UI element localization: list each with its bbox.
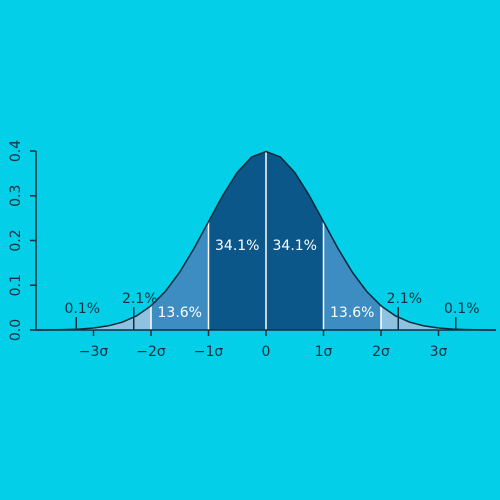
y-tick-label: 0.3 xyxy=(8,185,24,207)
region-label: 13.6% xyxy=(330,305,374,321)
y-tick-label: 0.0 xyxy=(8,319,24,341)
region-label: 0.1% xyxy=(64,301,100,317)
y-tick-label: 0.1 xyxy=(8,274,24,296)
region-label: 13.6% xyxy=(158,305,202,321)
x-tick-label: 3σ xyxy=(430,344,448,360)
region-label: 2.1% xyxy=(122,291,158,307)
x-tick-label: −2σ xyxy=(136,344,166,360)
x-tick-label: 0 xyxy=(262,344,271,360)
x-tick-label: −1σ xyxy=(194,344,224,360)
density-curve xyxy=(35,150,497,331)
x-tick-label: 1σ xyxy=(315,344,333,360)
region-label: 34.1% xyxy=(215,238,259,254)
region-label: 2.1% xyxy=(386,291,422,307)
x-tick-label: −3σ xyxy=(79,344,109,360)
region xyxy=(93,305,151,330)
region-label: 34.1% xyxy=(273,238,317,254)
region-label: 0.1% xyxy=(444,301,480,317)
y-tick-label: 0.2 xyxy=(8,229,24,251)
x-tick-label: 2σ xyxy=(372,344,390,360)
y-tick-label: 0.4 xyxy=(8,140,24,162)
region xyxy=(381,305,439,330)
